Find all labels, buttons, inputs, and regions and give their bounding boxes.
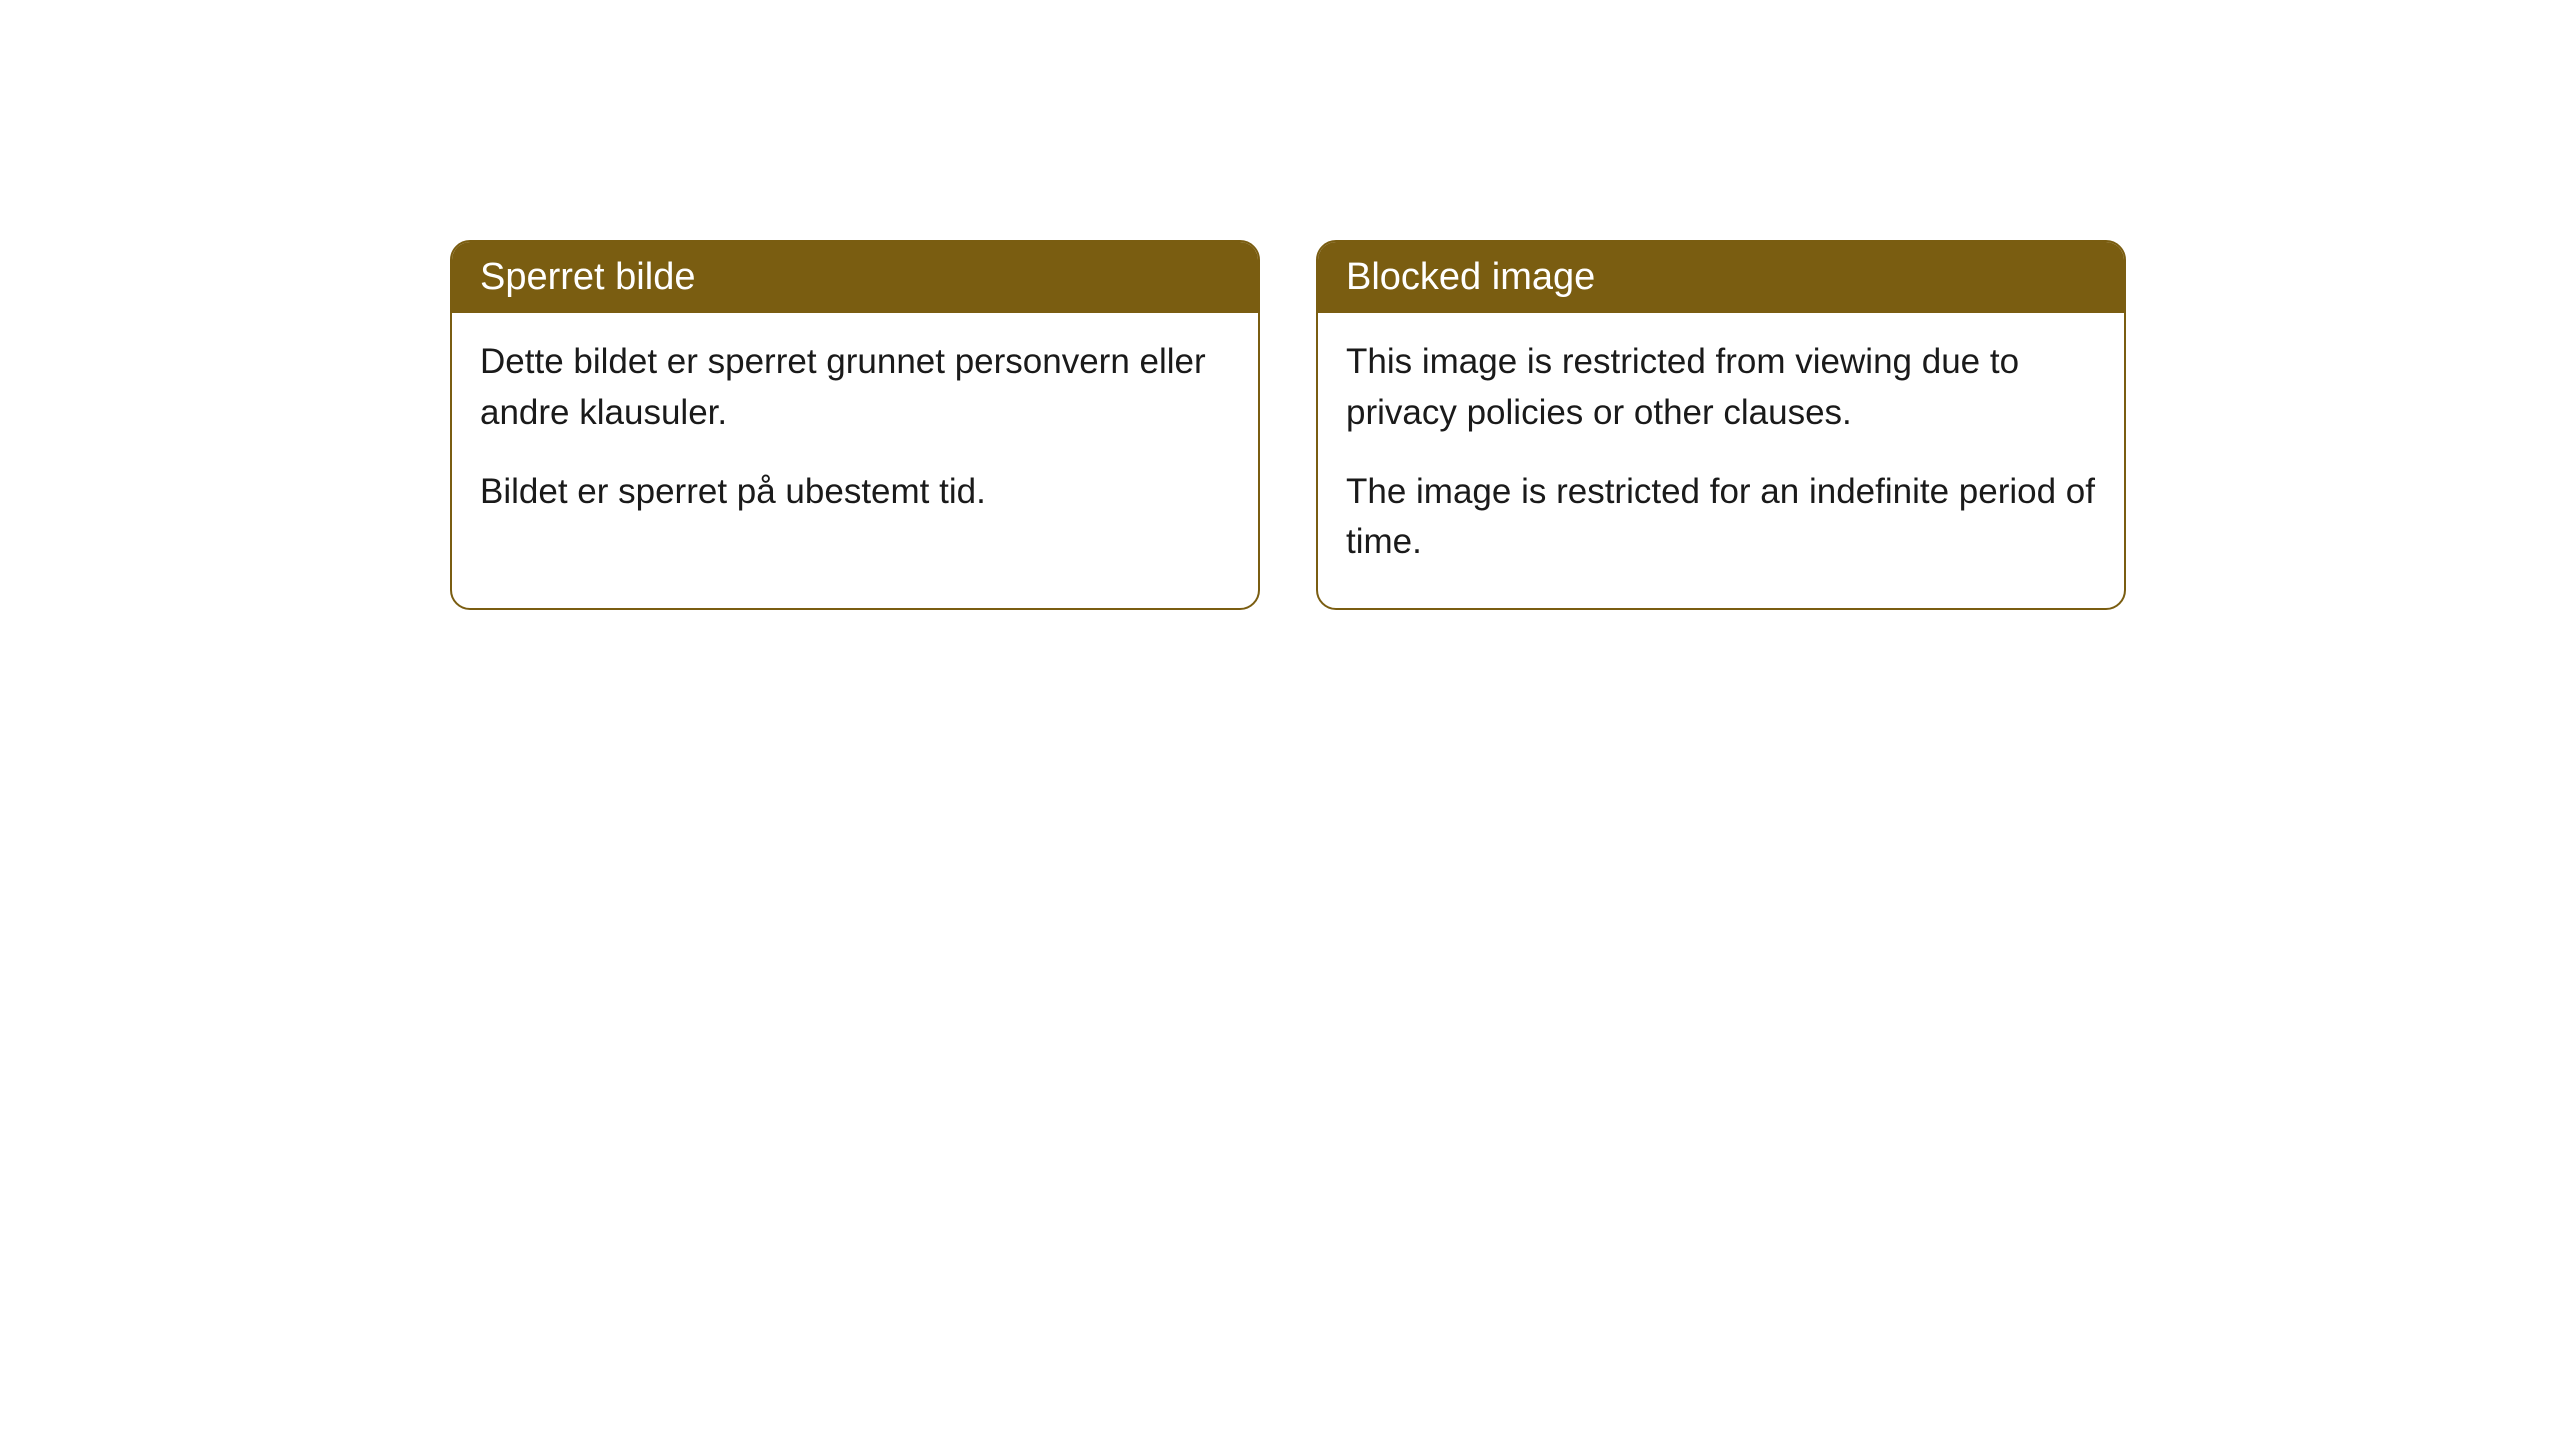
notice-container: Sperret bilde Dette bildet er sperret gr… [0, 0, 2560, 610]
card-paragraph: Dette bildet er sperret grunnet personve… [480, 337, 1230, 439]
card-body: This image is restricted from viewing du… [1318, 313, 2124, 608]
card-header: Blocked image [1318, 242, 2124, 313]
card-title: Blocked image [1346, 256, 1595, 298]
notice-card-english: Blocked image This image is restricted f… [1316, 240, 2126, 610]
card-paragraph: The image is restricted for an indefinit… [1346, 467, 2096, 569]
card-header: Sperret bilde [452, 242, 1258, 313]
card-title: Sperret bilde [480, 256, 695, 298]
notice-card-norwegian: Sperret bilde Dette bildet er sperret gr… [450, 240, 1260, 610]
card-body: Dette bildet er sperret grunnet personve… [452, 313, 1258, 557]
card-paragraph: This image is restricted from viewing du… [1346, 337, 2096, 439]
card-paragraph: Bildet er sperret på ubestemt tid. [480, 467, 1230, 518]
